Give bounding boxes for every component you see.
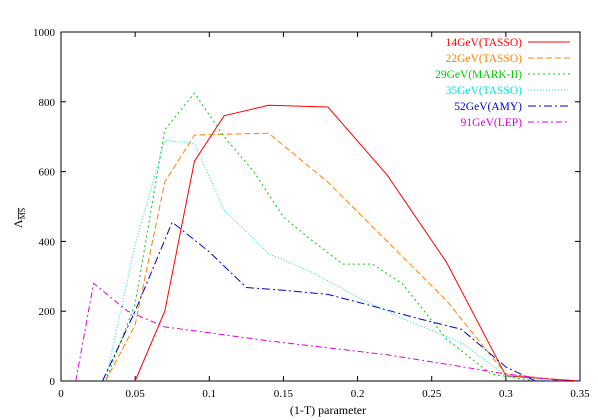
axes bbox=[60, 31, 581, 382]
y-tick-label: 600 bbox=[39, 167, 56, 179]
y-tick-label: 0 bbox=[50, 376, 56, 388]
y-axis-title-subscript: MS bbox=[18, 208, 27, 220]
x-tick-label: 0.35 bbox=[570, 388, 590, 400]
y-axis-title-main: Λ bbox=[11, 219, 25, 228]
legend-label-4: 52GeV(AMY) bbox=[454, 101, 522, 113]
x-tick-label: 0 bbox=[58, 388, 64, 400]
series-line-2 bbox=[105, 92, 536, 382]
legend-label-1: 22GeV(TASSO) bbox=[446, 53, 523, 65]
svg-text:ΛMS: ΛMS bbox=[11, 208, 27, 228]
x-tick-label: 0.15 bbox=[274, 388, 294, 400]
tick-labels: 0 0.05 0.1 0.15 0.2 0.25 0.3 0.35 0 200 400 600 800 1… bbox=[33, 27, 590, 400]
series-line-5 bbox=[75, 282, 566, 382]
data-series bbox=[75, 92, 581, 382]
y-axis-title: ΛMS bbox=[11, 208, 27, 228]
legend-label-2: 29GeV(MARK-II) bbox=[435, 69, 522, 81]
y-tick-label: 800 bbox=[39, 97, 56, 109]
legend: 14GeV(TASSO) 22GeV(TASSO) 29GeV(MARK-II) 35… bbox=[435, 37, 570, 129]
y-tick-label: 400 bbox=[39, 236, 56, 248]
x-tick-label: 0.1 bbox=[202, 388, 216, 400]
y-tick-label: 200 bbox=[39, 306, 56, 318]
series-line-3 bbox=[105, 139, 551, 382]
legend-label-5: 91GeV(LEP) bbox=[461, 117, 522, 129]
y-tick-label: 1000 bbox=[33, 27, 56, 39]
legend-label-3: 35GeV(TASSO) bbox=[446, 85, 523, 97]
x-tick-label: 0.25 bbox=[422, 388, 442, 400]
legend-label-0: 14GeV(TASSO) bbox=[446, 37, 523, 49]
series-line-4 bbox=[102, 221, 580, 382]
plot-frame bbox=[60, 31, 581, 382]
x-tick-label: 0.3 bbox=[499, 388, 513, 400]
series-line-1 bbox=[105, 132, 566, 382]
x-axis-title: (1-T) parameter bbox=[290, 403, 366, 417]
x-tick-label: 0.05 bbox=[126, 388, 146, 400]
x-tick-label: 0.2 bbox=[351, 388, 365, 400]
series-line-0 bbox=[134, 104, 581, 382]
